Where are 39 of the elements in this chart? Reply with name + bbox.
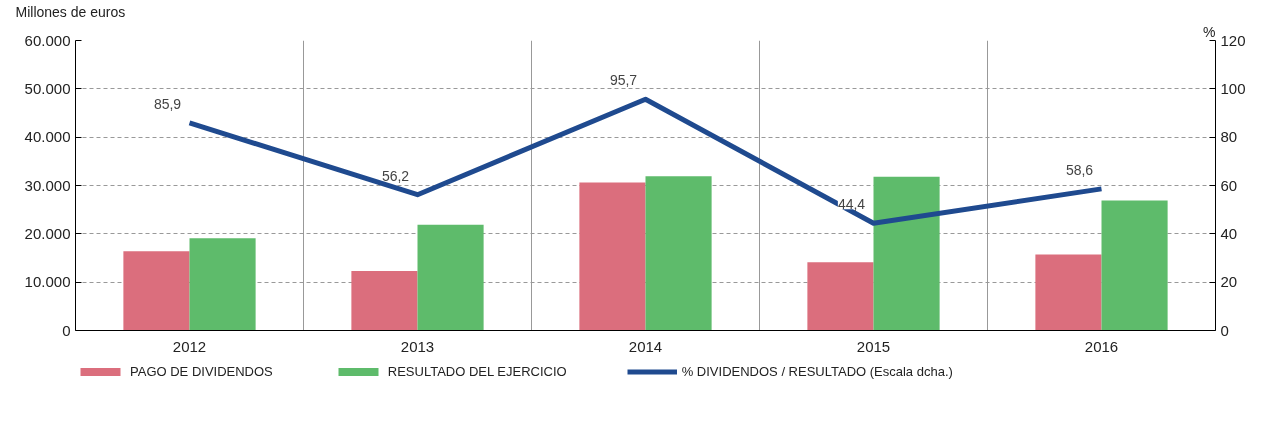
y-tick-label: 40.000 — [24, 128, 71, 146]
x-tick-label: 2013 — [400, 337, 435, 355]
y-tick-label: 30.000 — [24, 176, 71, 194]
y2-tick-label: 0 — [1220, 321, 1229, 339]
y2-tick-label: 100 — [1220, 79, 1246, 97]
bar — [873, 176, 940, 331]
y2-axis-title: % — [1203, 23, 1216, 40]
bar — [417, 224, 484, 331]
legend-label: PAGO DE DIVIDENDOS — [130, 363, 273, 379]
data-label: 85,9 — [153, 95, 182, 112]
x-tick-label: 2012 — [172, 337, 207, 355]
data-label: 56,2 — [381, 167, 410, 184]
y-tick-label: 20.000 — [24, 224, 71, 242]
bar — [351, 271, 418, 331]
y-tick-label: 50.000 — [24, 79, 71, 97]
data-label: 95,7 — [609, 72, 638, 89]
y2-tick-label: 120 — [1220, 31, 1246, 49]
y-axis-title: Millones de euros — [15, 3, 126, 20]
legend-label: RESULTADO DEL EJERCICIO — [387, 363, 567, 379]
x-tick-label: 2014 — [628, 337, 663, 355]
bar — [123, 251, 190, 331]
bar — [807, 262, 874, 331]
bar — [645, 176, 712, 331]
bar — [579, 182, 646, 331]
x-tick-label: 2015 — [856, 337, 891, 355]
bar — [189, 238, 256, 331]
y2-tick-label: 40 — [1220, 224, 1238, 242]
data-label: 58,6 — [1065, 161, 1094, 178]
y2-tick-label: 80 — [1220, 128, 1238, 146]
bar — [1035, 254, 1102, 331]
y-tick-label: 10.000 — [24, 273, 71, 291]
y-tick-label: 60.000 — [24, 31, 71, 49]
y-tick-label: 0 — [62, 321, 71, 339]
bar — [1101, 200, 1168, 331]
y2-tick-label: 60 — [1220, 176, 1238, 194]
x-tick-label: 2016 — [1084, 337, 1119, 355]
data-label: 44,4 — [837, 196, 866, 213]
y2-tick-label: 20 — [1220, 273, 1238, 291]
legend-label: % DIVIDENDOS / RESULTADO (Escala dcha.) — [681, 363, 953, 379]
